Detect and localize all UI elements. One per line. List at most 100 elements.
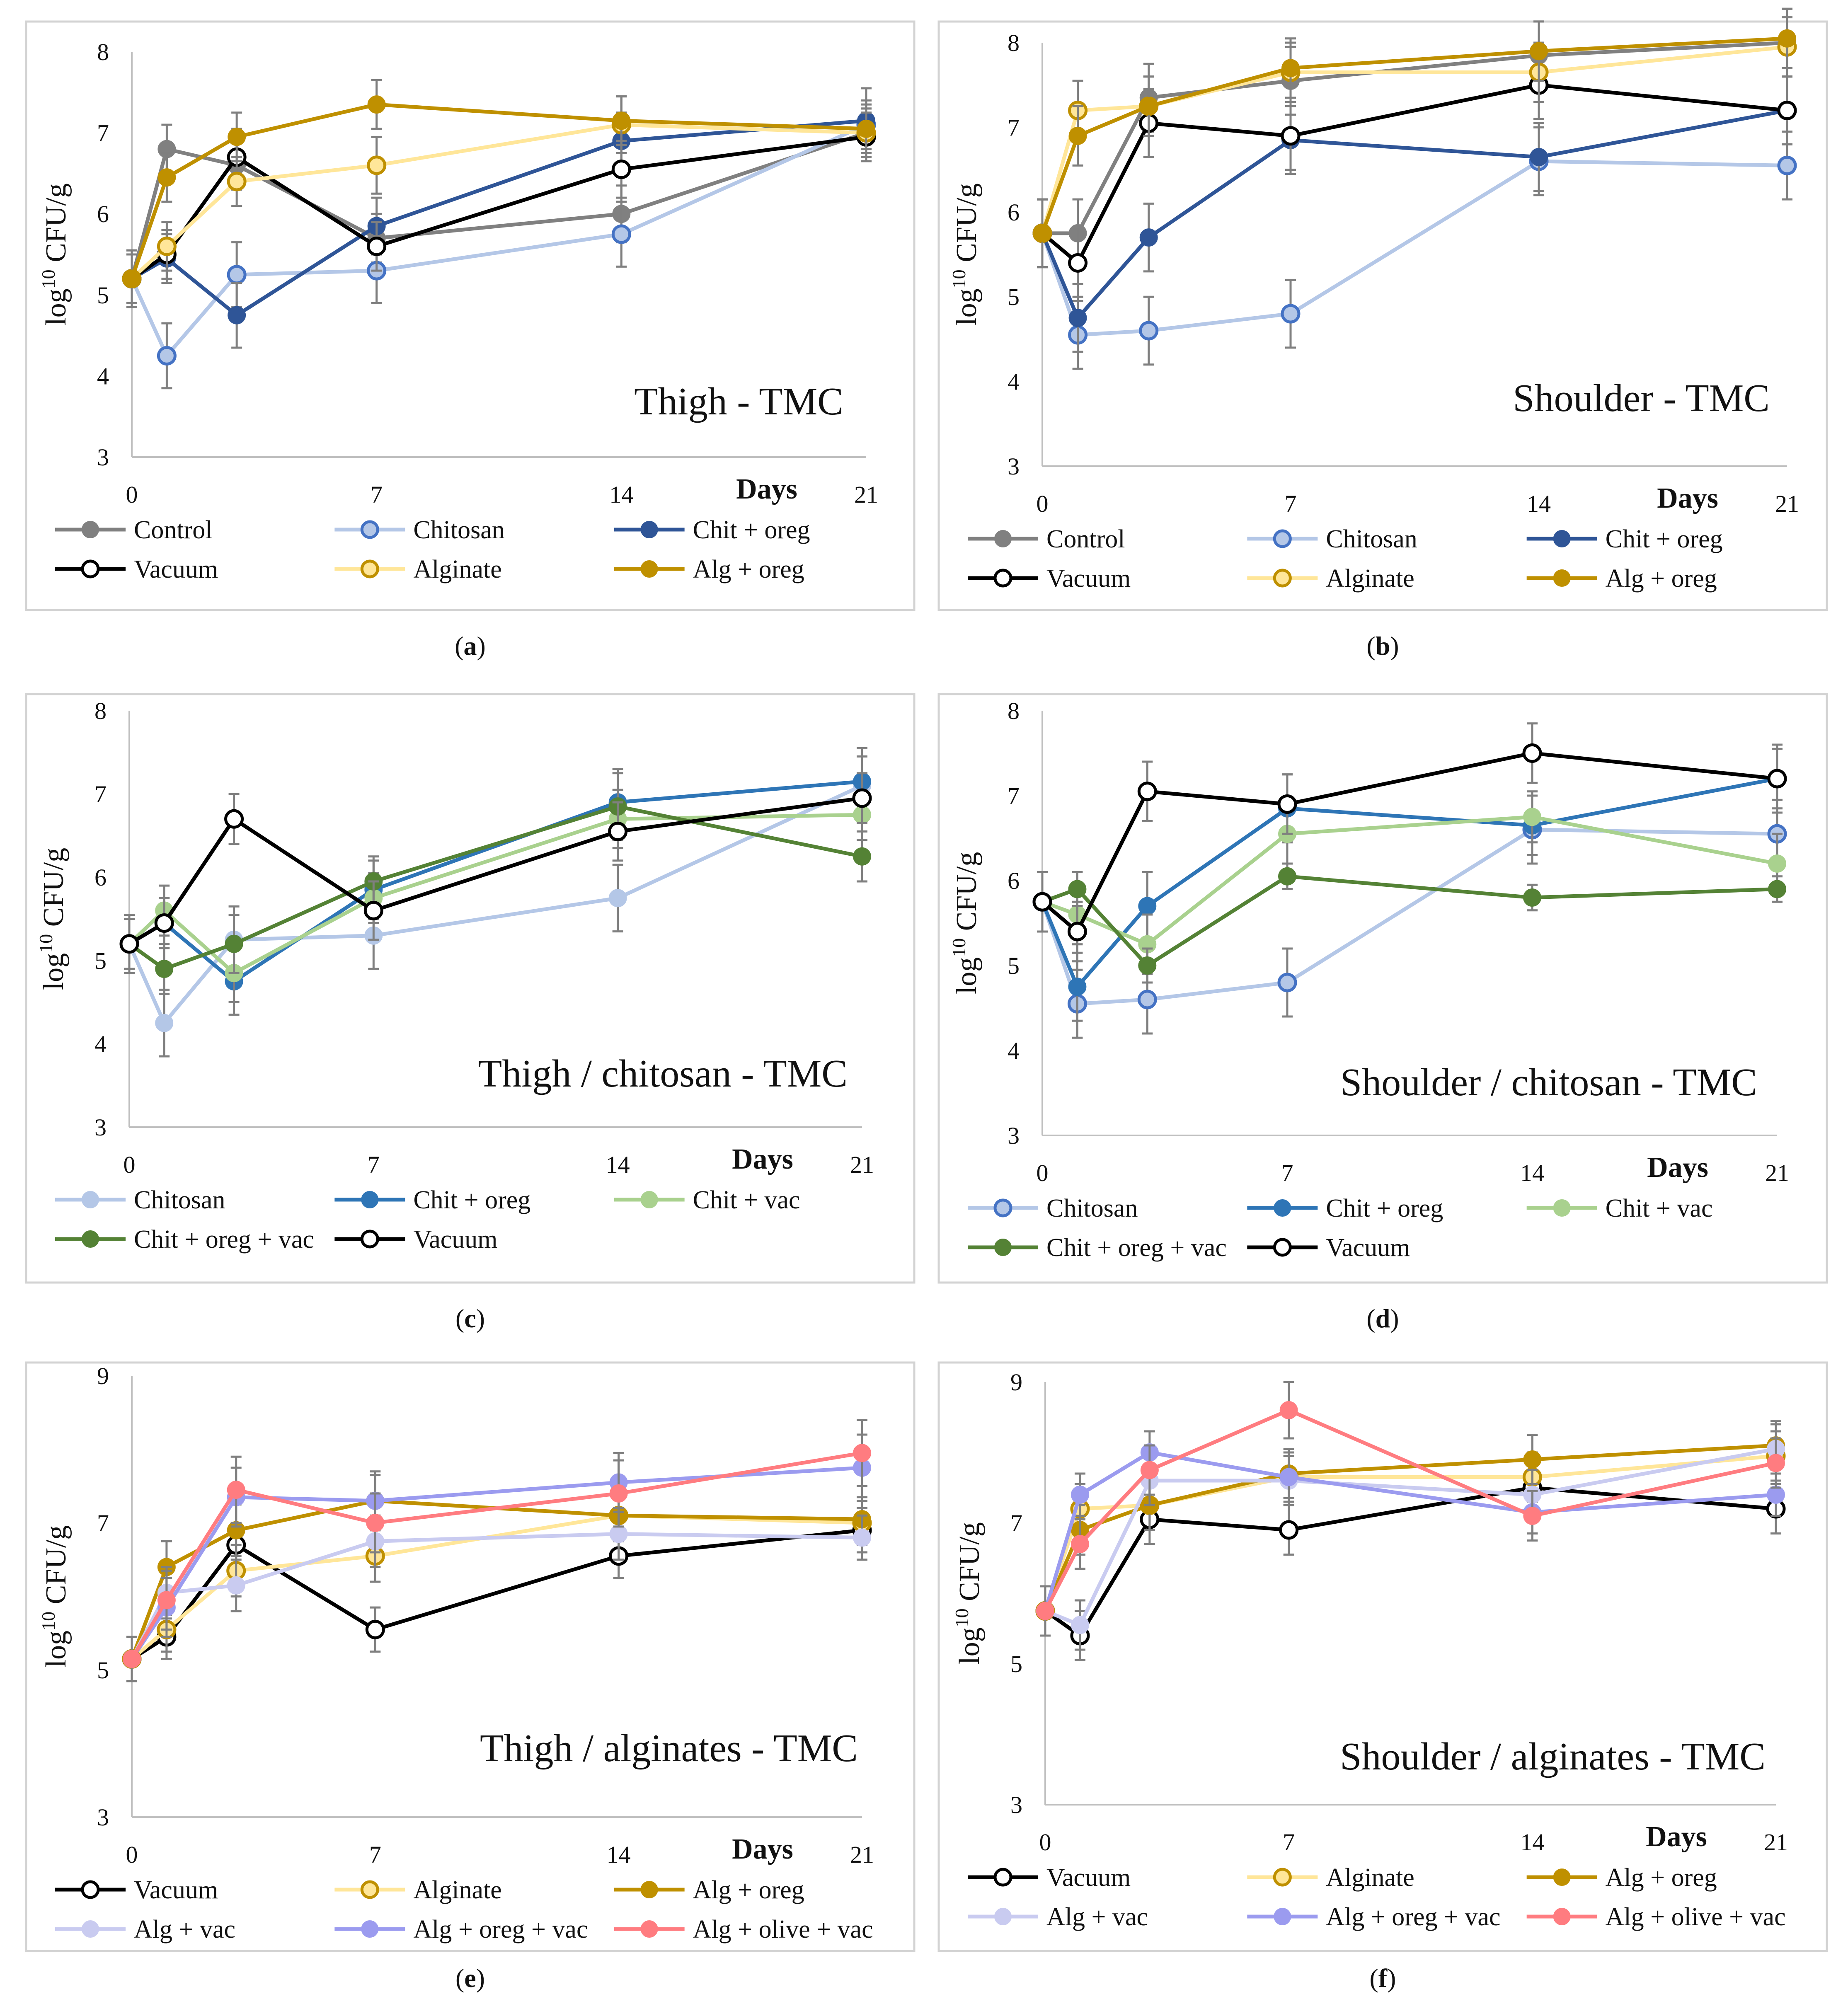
data-point (1281, 59, 1300, 77)
x-tick-label: 7 (1285, 490, 1297, 517)
legend-marker (1553, 1908, 1571, 1925)
y-axis-title-part: CFU/g (40, 183, 72, 269)
legend-marker (993, 1198, 1012, 1217)
data-point (225, 934, 243, 953)
caption-paren: ) (477, 631, 486, 661)
data-point (1777, 101, 1797, 121)
series-vacuum (1032, 722, 1787, 963)
legend-item-chit-oreg: Chit + oreg (614, 516, 810, 544)
legend-item-vacuum: Vacuum (55, 1876, 218, 1904)
legend: Chitosan Chit + oreg Chit + vac Chit + oreg… (968, 1194, 1712, 1262)
legend-item-alg-olive-vac: Alg + olive + vac (614, 1915, 873, 1943)
figure-caption: (a) (455, 631, 486, 661)
x-tick-label: 21 (1775, 490, 1799, 517)
legend-label: Alg + vac (134, 1915, 235, 1943)
series-line (130, 1499, 862, 1660)
data-point (1279, 1401, 1298, 1419)
legend-marker (1553, 530, 1571, 547)
legend-label: Alginate (1326, 1864, 1414, 1892)
data-point (1032, 892, 1052, 912)
data-point (1277, 794, 1297, 814)
data-point (1767, 1454, 1785, 1472)
y-tick-label: 3 (94, 1114, 107, 1141)
legend-label: Chit + oreg (693, 516, 810, 544)
legend-label: Chit + vac (1606, 1194, 1713, 1222)
legend-item-control: Control (968, 525, 1125, 553)
data-point (1277, 973, 1297, 992)
y-tick-label: 4 (97, 363, 109, 390)
legend-label: Vacuum (413, 1225, 497, 1254)
chart-panel-c: 3 4 5 6 7 8 0 7 14 21 Days log10 CFU/g Thigh / chito… (25, 693, 916, 1284)
legend-label: Alg + oreg (1606, 564, 1717, 593)
panel-title: Shoulder / alginates - TMC (1340, 1735, 1766, 1778)
y-tick-label: 3 (97, 444, 109, 471)
panel-frame (937, 693, 1828, 1284)
data-point (609, 1525, 628, 1543)
panel-frame (937, 20, 1828, 611)
legend-marker (640, 521, 658, 538)
legend-label: Alg + oreg (693, 1876, 804, 1904)
legend-marker (993, 1868, 1012, 1887)
x-tick-label: 21 (854, 481, 878, 508)
y-axis-title-superscript: 10 (951, 1608, 972, 1627)
caption-letter: b (1376, 631, 1390, 661)
y-axis-title-superscript: 10 (948, 938, 969, 957)
data-point (227, 172, 247, 191)
legend-item-chit-oreg: Chit + oreg (1526, 525, 1723, 553)
data-point (1523, 1450, 1542, 1469)
data-point (1068, 880, 1087, 898)
y-axis-title-part: CFU/g (951, 183, 983, 269)
panel-title: Thigh / chitosan - TMC (478, 1052, 848, 1095)
data-point (227, 265, 247, 285)
panel-frame (25, 1361, 916, 1952)
legend-label: Chitosan (1046, 1194, 1138, 1222)
legend-marker (640, 1920, 658, 1938)
y-axis-title-part: log (40, 1631, 72, 1668)
legend-marker (1274, 1199, 1291, 1217)
caption-paren: ( (455, 1963, 464, 1993)
x-tick-label: 0 (126, 1841, 138, 1868)
figure-caption: (c) (455, 1304, 485, 1333)
x-tick-label: 21 (850, 1841, 874, 1868)
data-point (1071, 1535, 1089, 1553)
series-alg-olive-vac (1036, 1381, 1785, 1637)
x-tick-label: 14 (606, 1151, 630, 1178)
legend-marker (360, 520, 379, 539)
data-point (608, 821, 628, 841)
y-axis-title-part: CFU/g (40, 1525, 72, 1612)
y-tick-label: 3 (1008, 1122, 1020, 1149)
series-vacuum (119, 772, 872, 970)
data-point (123, 269, 141, 288)
chart-panel-e: 3 5 7 9 0 7 14 21 Days log10 CFU/g Thigh / alginat… (25, 1361, 916, 1952)
x-tick-label: 0 (126, 481, 138, 508)
legend-item-alg-oreg: Alg + oreg (1526, 1864, 1717, 1892)
data-point (1530, 42, 1548, 61)
legend-marker (994, 1908, 1012, 1925)
series-line (1040, 36, 1787, 234)
legend-item-alg-oreg: Alg + oreg (1526, 564, 1717, 593)
legend-marker (994, 1239, 1012, 1256)
data-point (857, 119, 875, 138)
x-tick-label: 14 (607, 1841, 631, 1868)
data-point (1768, 854, 1786, 873)
legend-marker (993, 569, 1012, 588)
y-axis-title-superscript: 10 (38, 1612, 59, 1631)
y-axis-title-part: CFU/g (38, 848, 70, 934)
legend-marker (1273, 529, 1292, 548)
data-point (1767, 769, 1787, 789)
y-axis-title-part: log (951, 288, 983, 325)
y-tick-label: 8 (94, 697, 107, 724)
y-tick-label: 4 (1008, 1037, 1020, 1064)
legend-label: Vacuum (1046, 1864, 1131, 1892)
legend-marker (360, 1230, 379, 1249)
figure-caption: (e) (455, 1963, 485, 1993)
chart-panel-d: 3 4 5 6 7 8 0 7 14 21 Days log10 CFU/g Shoulder / ch… (937, 693, 1828, 1284)
y-tick-label: 5 (97, 1657, 109, 1684)
legend-item-control: Control (55, 516, 212, 544)
y-tick-label: 5 (1008, 283, 1020, 310)
data-point (1068, 309, 1087, 327)
caption-paren: ) (1390, 1304, 1399, 1333)
y-tick-label: 4 (1008, 368, 1020, 395)
legend-label: Alg + oreg + vac (1326, 1903, 1500, 1931)
x-axis-title: Days (732, 1833, 793, 1865)
